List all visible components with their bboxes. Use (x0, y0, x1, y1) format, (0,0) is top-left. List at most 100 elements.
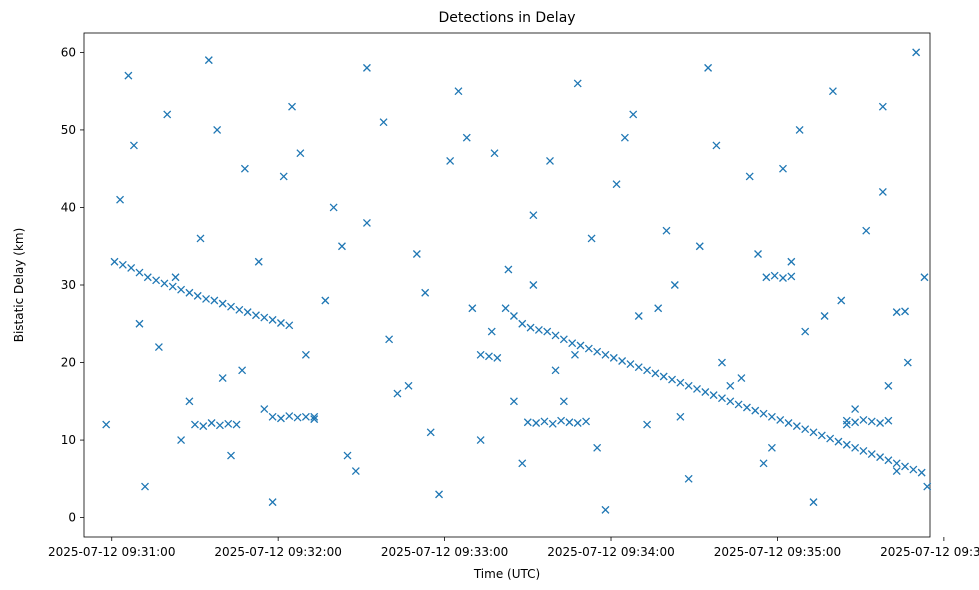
data-point-clutter (268, 498, 277, 507)
data-point-clutter (695, 242, 704, 251)
data-point-track-2 (826, 434, 835, 443)
y-tick-label: 50 (61, 123, 76, 137)
data-point-clutter (546, 156, 554, 165)
data-point-track-2 (634, 363, 643, 372)
data-point-clutter (504, 265, 513, 274)
data-point-track-2 (734, 400, 743, 409)
data-point-track-2 (801, 425, 810, 434)
data-point-track-2 (751, 406, 760, 415)
data-point-clutter (903, 358, 912, 367)
data-point-track-2 (543, 327, 552, 336)
plot-area (83, 32, 931, 538)
data-point-clutter (490, 149, 499, 158)
x-tick-label: 2025-07-12 09:35:00 (714, 545, 841, 559)
data-point-clutter (573, 79, 582, 88)
data-point-track-2 (593, 347, 602, 356)
data-point-track-2 (576, 341, 585, 350)
data-point-track-2 (759, 409, 768, 418)
data-point-clutter (163, 110, 172, 119)
data-point-track-2 (901, 462, 909, 471)
data-point-clutter-bands (285, 412, 294, 420)
data-point-clutter (629, 110, 638, 119)
data-point-track-2 (534, 326, 543, 334)
data-point-clutter (892, 467, 901, 476)
data-point-clutter (837, 296, 846, 305)
data-point-track-2 (742, 403, 751, 412)
data-point-clutter (559, 397, 568, 406)
data-point-clutter-bands (851, 418, 860, 427)
data-point-clutter-bands (540, 417, 549, 426)
data-point-track-1 (193, 291, 202, 300)
data-point-clutter-bands (557, 416, 566, 425)
data-point-track-2 (684, 381, 693, 390)
data-point-clutter-bands (207, 419, 216, 427)
data-point-track-2 (659, 372, 668, 381)
data-point-track-1 (268, 315, 277, 324)
data-point-track-1 (152, 276, 161, 285)
data-point-clutter (385, 335, 394, 344)
data-point-track-2 (817, 431, 826, 440)
y-tick-label: 60 (61, 45, 76, 59)
data-point-track-1 (202, 294, 211, 303)
data-point-clutter (920, 273, 929, 282)
data-point-track-2 (501, 304, 510, 313)
data-point-clutter-bands (224, 419, 233, 428)
data-point-clutter (634, 312, 643, 320)
data-point-clutter (862, 226, 871, 235)
data-point-clutter (612, 180, 621, 189)
data-point-clutter (227, 451, 235, 460)
data-point-track-2 (909, 465, 918, 474)
y-axis-label: Bistatic Delay (km) (12, 228, 26, 343)
data-point-clutter (468, 304, 477, 313)
data-point-track-1 (185, 288, 194, 297)
data-point-clutter (254, 257, 263, 266)
data-point-clutter-bands (770, 271, 779, 280)
data-point-clutter-bands (859, 415, 868, 424)
data-point-clutter (878, 187, 887, 196)
data-point-clutter (213, 125, 222, 134)
data-point-clutter (828, 87, 837, 96)
data-point-clutter (587, 234, 596, 243)
data-point-clutter (912, 48, 921, 57)
data-point-clutter-bands (762, 273, 771, 282)
data-point-clutter (759, 459, 768, 468)
data-point-clutter (102, 420, 111, 429)
data-point-clutter (129, 141, 138, 150)
data-point-clutter (454, 87, 463, 96)
data-point-clutter (362, 63, 371, 72)
data-point-track-2 (809, 428, 818, 437)
data-point-track-1 (143, 273, 152, 282)
data-point-clutter (662, 226, 671, 235)
data-point-clutter-bands (215, 421, 224, 430)
data-point-track-2 (693, 384, 701, 393)
data-point-track-1 (218, 299, 227, 308)
data-point-track-2 (518, 319, 527, 328)
data-point-clutter (446, 156, 455, 165)
data-point-track-2 (551, 331, 560, 340)
data-point-track-1 (260, 313, 269, 322)
data-point-track-1 (252, 311, 260, 320)
data-point-clutter (404, 381, 413, 390)
data-point-clutter (196, 234, 205, 243)
data-point-track-2 (859, 446, 868, 455)
data-point-track-2 (584, 344, 593, 353)
data-point-clutter (593, 443, 602, 452)
data-point-clutter (570, 350, 579, 359)
data-point-clutter (362, 219, 371, 227)
data-point-clutter (529, 281, 538, 289)
data-point-clutter (754, 250, 762, 258)
data-point-clutter (435, 490, 444, 499)
data-point-clutter (820, 312, 829, 320)
data-point-track-2 (834, 437, 843, 446)
data-point-track-2 (493, 353, 502, 362)
data-point-track-2 (867, 450, 876, 458)
data-point-clutter-bands (901, 307, 909, 316)
data-point-track-2 (767, 412, 776, 421)
x-tick-label: 2025-07-12 09:31:00 (48, 545, 175, 559)
data-point-track-2 (701, 388, 710, 396)
data-point-track-2 (851, 443, 860, 452)
data-point-clutter (518, 459, 527, 468)
data-point-clutter (809, 498, 818, 507)
data-point-clutter (393, 389, 402, 398)
data-point-track-2 (676, 378, 685, 387)
